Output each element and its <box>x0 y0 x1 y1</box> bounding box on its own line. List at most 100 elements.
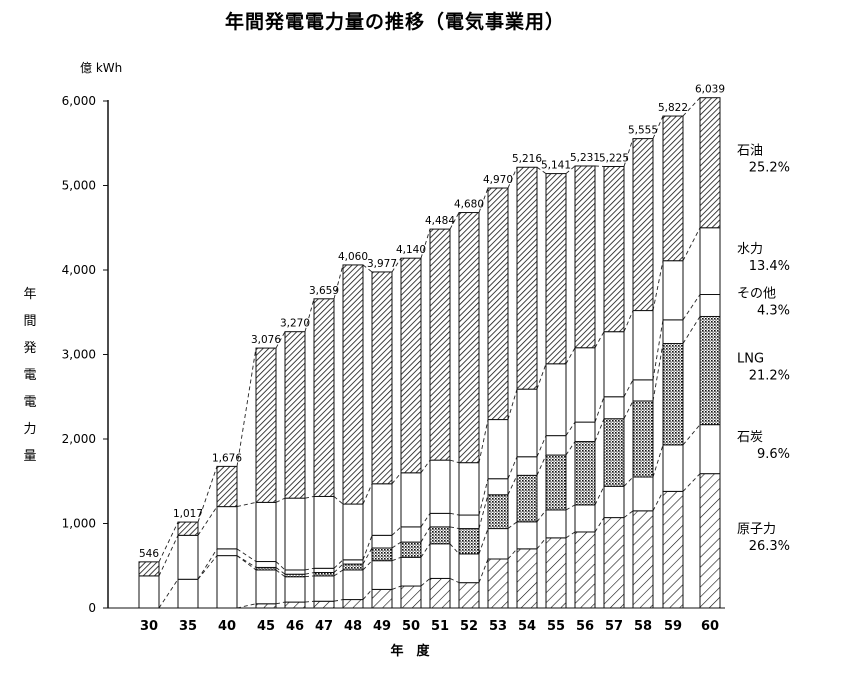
connector-line <box>304 600 315 603</box>
connector-line <box>420 543 431 558</box>
bar-segment <box>603 418 625 487</box>
bar-segment <box>177 534 199 580</box>
total-label: 3,659 <box>309 285 339 297</box>
connector-line <box>652 491 664 512</box>
x-tick-label: 40 <box>218 619 236 634</box>
y-tick-label: 4,000 <box>62 263 96 277</box>
x-tick-label: 59 <box>664 619 682 634</box>
connector-line <box>197 555 218 580</box>
bars <box>138 97 721 609</box>
legend: 原子力 26.3% 石炭 9.6% LNG 21.2% その他 4.3% 水力 13.4% 石油 25… <box>737 144 790 554</box>
legend-percent: 21.2% <box>749 369 790 384</box>
y-tick-label: 5,000 <box>62 179 96 193</box>
connector-line <box>333 599 344 602</box>
bar-segment <box>255 347 277 503</box>
connector-line <box>275 601 286 605</box>
bar-segment <box>516 474 538 523</box>
y-axis-label-char: 年 <box>23 287 36 302</box>
bar-segment <box>255 501 277 563</box>
bar-segment <box>313 572 335 577</box>
connector-line <box>565 504 576 511</box>
bar-segment <box>487 478 509 496</box>
x-tick-label: 56 <box>576 619 594 634</box>
connector-lines <box>158 97 701 609</box>
connector-line <box>362 264 373 273</box>
total-label: 4,484 <box>425 215 455 227</box>
connector-line <box>478 558 489 583</box>
connector-line <box>449 526 460 530</box>
connector-line <box>652 343 664 402</box>
connector-line <box>236 555 257 568</box>
bar-segment <box>313 495 335 569</box>
total-label: 3,977 <box>367 258 397 270</box>
bar-segment <box>400 526 422 543</box>
y-axis-label-char: 電 <box>23 368 36 383</box>
connector-line <box>536 509 547 523</box>
bar-segment <box>574 421 596 443</box>
bar-segment <box>487 419 509 480</box>
connector-line <box>682 316 701 344</box>
connector-line <box>333 264 344 299</box>
connector-line <box>507 521 518 529</box>
connector-line <box>623 476 634 487</box>
connector-line <box>623 138 634 167</box>
bar-segment <box>458 528 480 555</box>
connector-line <box>536 454 547 476</box>
bar-segment <box>400 257 422 474</box>
total-label: 5,225 <box>599 152 629 164</box>
connector-line <box>236 603 257 609</box>
connector-line <box>623 400 634 419</box>
connector-line <box>623 379 634 397</box>
connector-line <box>594 418 605 442</box>
y-ticks: 0 1,000 2,000 3,000 4,000 5,000 6,000 <box>62 94 108 615</box>
y-axis-label-char: 発 <box>23 341 36 356</box>
legend-label: 石油 <box>737 144 763 159</box>
bar-segment <box>632 476 654 512</box>
connector-line <box>420 513 431 528</box>
legend-percent: 13.4% <box>749 259 790 274</box>
connector-line <box>275 561 286 571</box>
bar-segment <box>699 473 721 609</box>
total-label: 6,039 <box>695 84 725 96</box>
x-ticks: 30 35 40 45 46 47 48 49 50 51 52 53 54 55 56 57 58 59 60 <box>140 619 719 634</box>
bar-segment <box>342 563 364 571</box>
x-tick-label: 47 <box>315 619 333 634</box>
legend-label: 石炭 <box>737 430 763 445</box>
connector-line <box>236 548 257 562</box>
connector-line <box>594 331 605 348</box>
connector-line <box>652 319 664 380</box>
connector-line <box>449 512 460 516</box>
connector-line <box>478 419 489 463</box>
connector-line <box>507 456 518 479</box>
bar-segment <box>545 363 567 437</box>
bar-segment <box>699 97 721 229</box>
y-axis-label-char: 電 <box>23 395 36 410</box>
bar-segment <box>516 548 538 609</box>
connector-line <box>623 310 634 332</box>
x-tick-label: 48 <box>344 619 362 634</box>
total-label: 3,076 <box>251 334 281 346</box>
bar-segment <box>371 547 393 562</box>
connector-line <box>652 444 664 478</box>
legend-percent: 26.3% <box>749 539 790 554</box>
x-tick-label: 30 <box>140 619 158 634</box>
connector-line <box>197 548 218 580</box>
connector-line <box>478 187 489 213</box>
bar-segment <box>458 582 480 609</box>
bar-segment <box>342 569 364 601</box>
connector-line <box>333 496 344 505</box>
bar-segment <box>255 561 277 568</box>
x-tick-label: 35 <box>179 619 197 634</box>
bar-segment <box>138 561 160 577</box>
connector-line <box>391 541 402 549</box>
connector-line <box>682 294 701 321</box>
bar-segment <box>284 576 306 603</box>
bar-segment <box>284 569 306 575</box>
bar-segment <box>342 599 364 609</box>
x-tick-label: 51 <box>431 619 449 634</box>
connector-line <box>565 165 576 174</box>
bar-segment <box>574 165 596 349</box>
bar-segment <box>574 441 596 506</box>
total-label: 5,141 <box>541 160 571 172</box>
